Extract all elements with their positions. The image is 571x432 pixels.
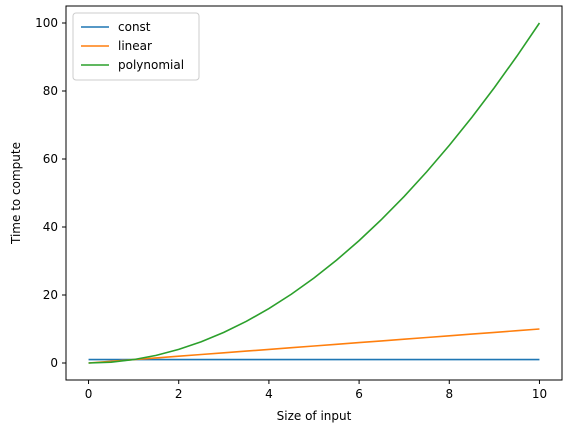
x-tick-label: 8 (445, 387, 453, 401)
x-tick-label: 4 (265, 387, 273, 401)
series-layer (88, 22, 541, 364)
x-tick-label: 6 (355, 387, 363, 401)
x-axis-ticks: 0 2 4 6 8 10 (85, 380, 547, 401)
y-tick-label: 40 (43, 220, 58, 234)
x-tick-label: 2 (175, 387, 183, 401)
y-axis-title: Time to compute (9, 142, 23, 245)
y-tick-label: 100 (35, 16, 58, 30)
x-tick-label: 10 (532, 387, 547, 401)
y-tick-label: 0 (50, 356, 58, 370)
legend-label-linear: linear (118, 39, 152, 53)
legend-label-polynomial: polynomial (118, 58, 184, 72)
legend: const linear polynomial (72, 12, 200, 81)
y-tick-label: 20 (43, 288, 58, 302)
series-line-polynomial (88, 22, 541, 364)
x-tick-label: 0 (85, 387, 93, 401)
plot-frame (65, 5, 563, 381)
y-tick-label: 60 (43, 152, 58, 166)
x-axis-title: Size of input (277, 409, 352, 423)
legend-label-const: const (118, 20, 151, 34)
legend-box (72, 12, 200, 81)
y-tick-label: 80 (43, 84, 58, 98)
series-line-linear (88, 328, 540, 364)
y-axis-ticks: 0 20 40 60 80 100 (35, 16, 66, 370)
